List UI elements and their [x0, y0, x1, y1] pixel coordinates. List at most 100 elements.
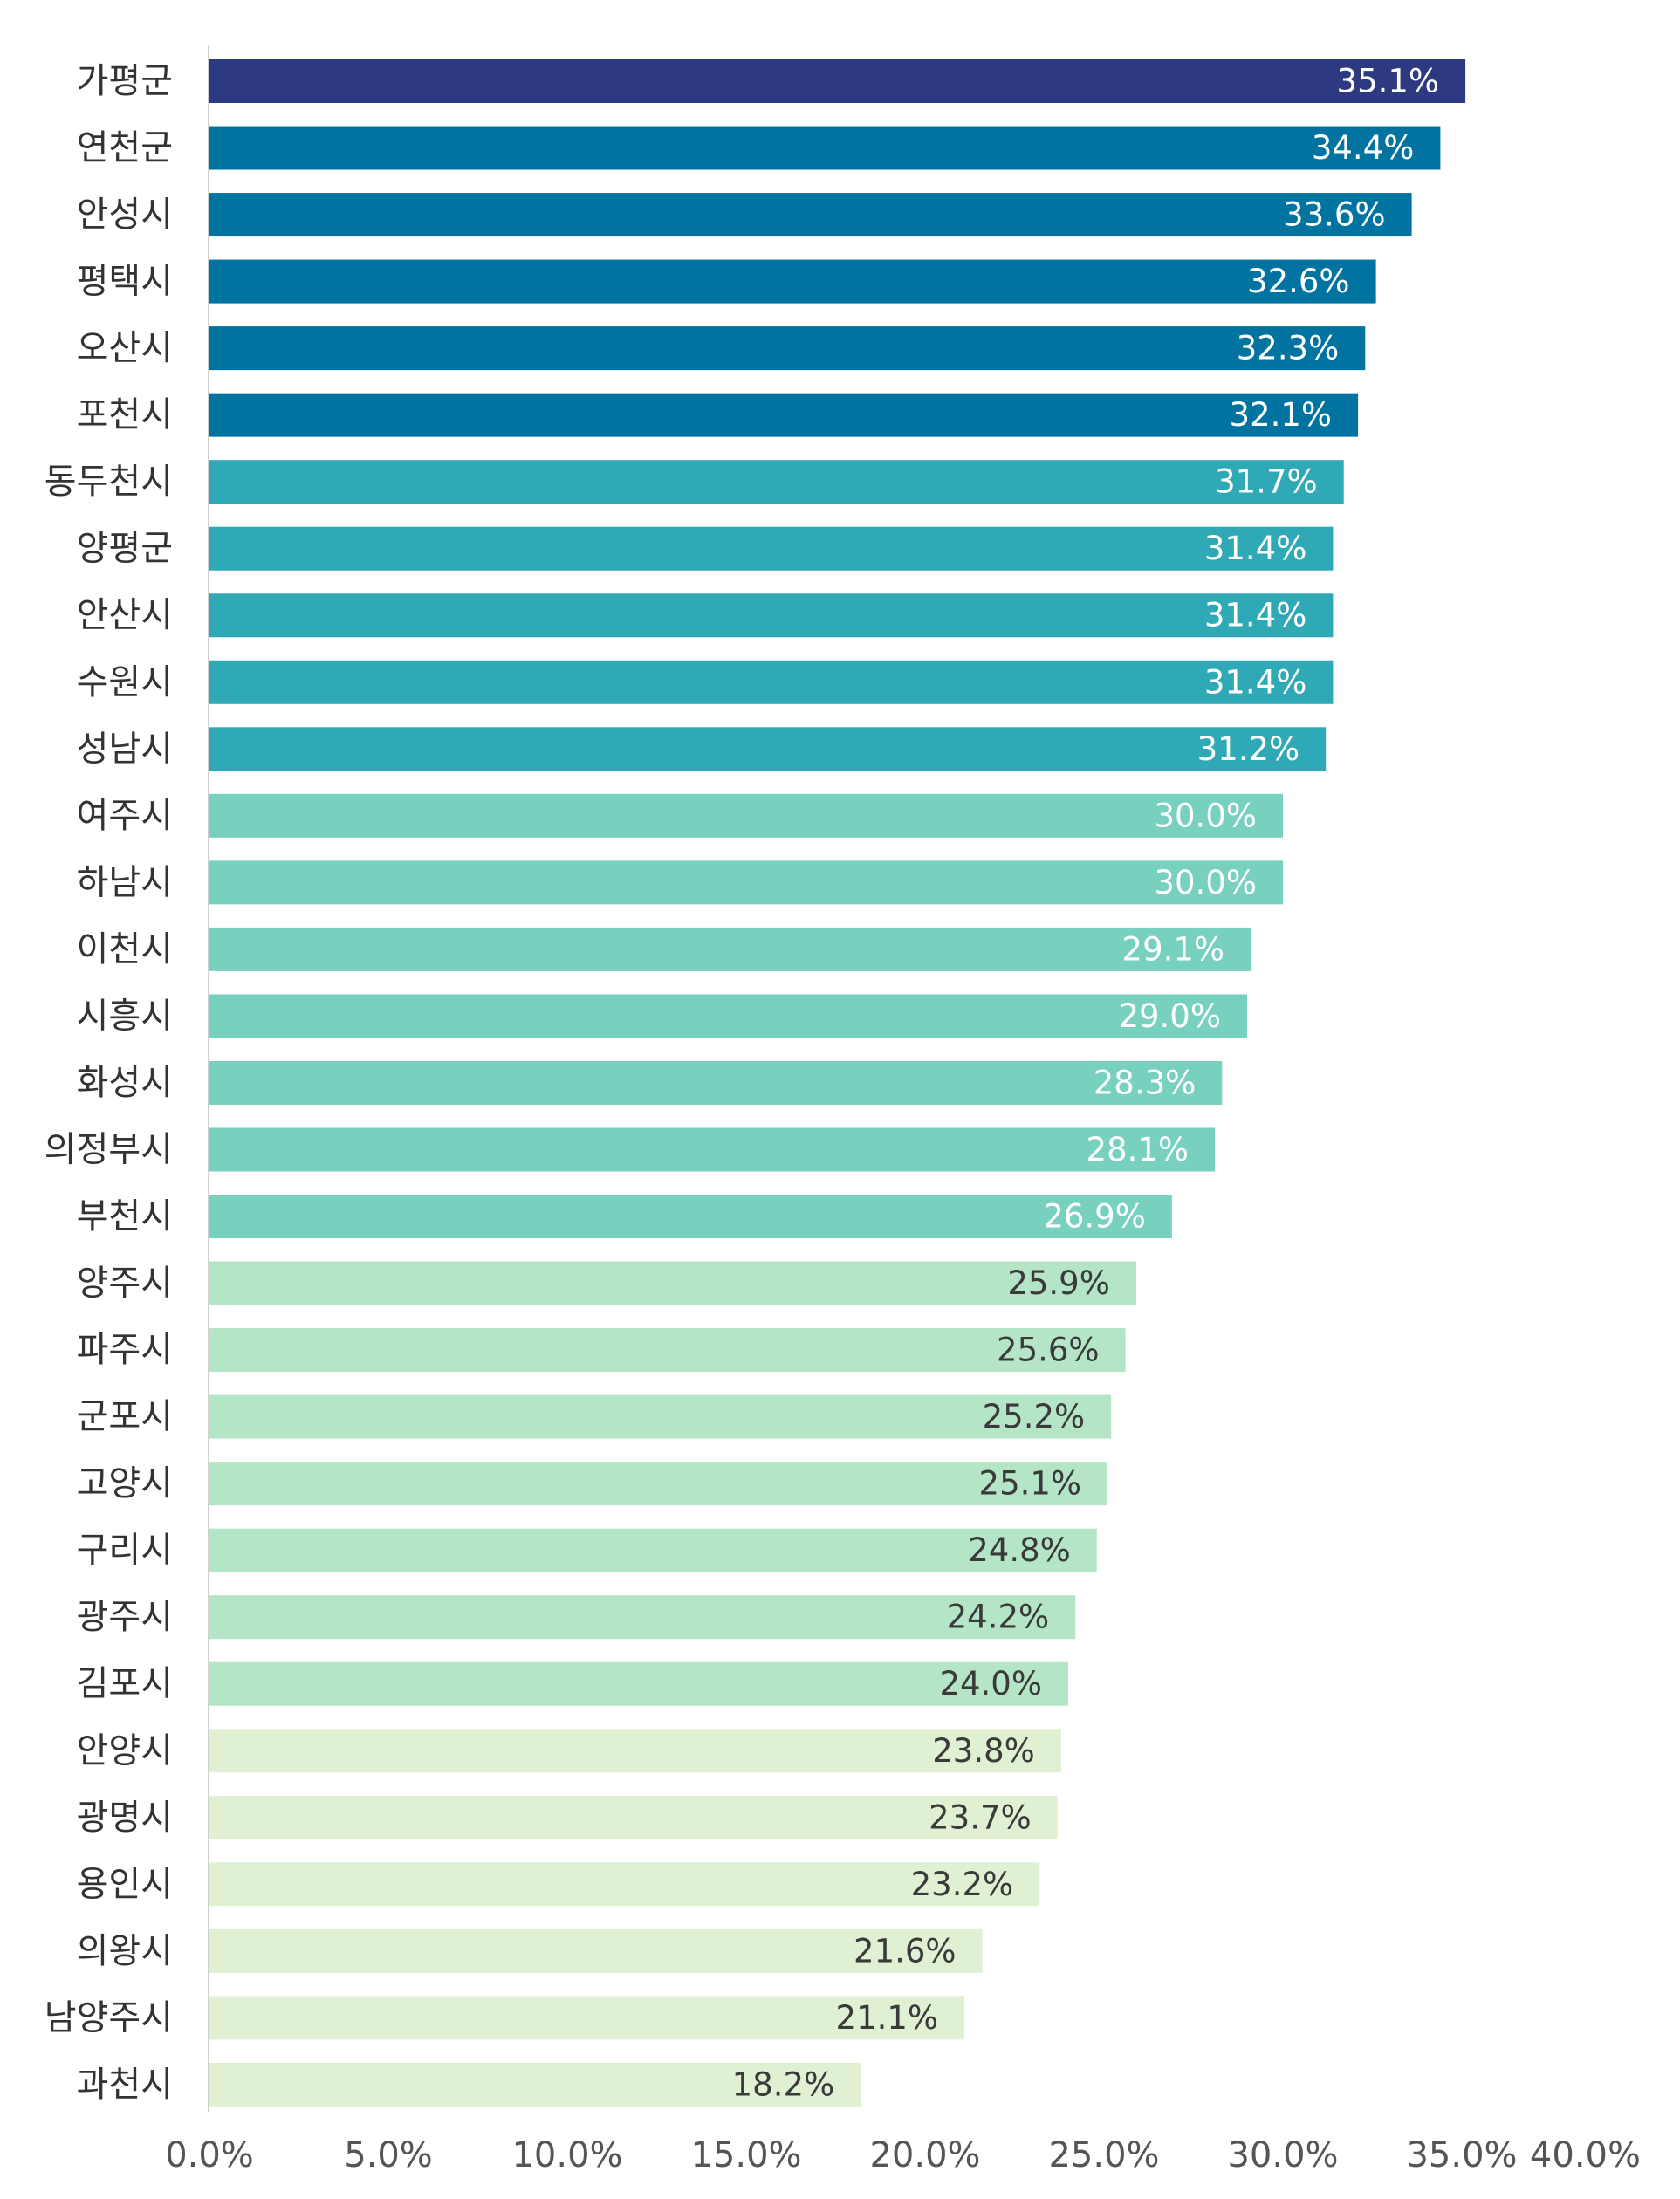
value-label: 23.8% — [932, 1732, 1035, 1770]
bar-30 — [209, 2062, 861, 2107]
bar-16 — [209, 1127, 1216, 1172]
bar-21 — [209, 1462, 1108, 1506]
bar-17 — [209, 1195, 1172, 1239]
value-label: 31.2% — [1197, 730, 1300, 768]
category-label: 가평군 — [77, 61, 173, 101]
bar-7 — [209, 526, 1334, 571]
x-tick-label: 20.0% — [869, 2135, 980, 2175]
category-label: 이천시 — [77, 929, 173, 969]
x-tick-label: 35.0% — [1406, 2135, 1517, 2175]
value-label: 23.7% — [929, 1798, 1032, 1836]
bar-3 — [209, 259, 1376, 304]
category-label: 안산시 — [77, 595, 173, 635]
bar-6 — [209, 460, 1344, 504]
category-label: 고양시 — [77, 1463, 173, 1504]
bar-23 — [209, 1595, 1076, 1640]
category-label: 양평군 — [77, 529, 173, 569]
category-label: 안성시 — [77, 195, 173, 235]
value-label: 25.1% — [979, 1465, 1082, 1503]
value-label: 33.6% — [1283, 196, 1386, 234]
category-label: 파주시 — [77, 1330, 173, 1370]
x-tick-label: 15.0% — [690, 2135, 801, 2175]
category-label: 양주시 — [77, 1264, 173, 1304]
bar-10 — [209, 727, 1327, 771]
category-label: 평택시 — [77, 262, 173, 302]
x-tick-label: 30.0% — [1227, 2135, 1338, 2175]
category-label: 화성시 — [77, 1063, 173, 1103]
bar-15 — [209, 1060, 1223, 1105]
category-label: 김포시 — [77, 1664, 173, 1704]
value-label: 21.1% — [836, 1999, 939, 2037]
value-label: 28.3% — [1094, 1064, 1197, 1101]
category-label: 군포시 — [77, 1397, 173, 1437]
value-label: 32.6% — [1247, 263, 1350, 300]
value-label: 25.9% — [1007, 1264, 1110, 1302]
bar-24 — [209, 1661, 1068, 1706]
category-label: 수원시 — [77, 662, 173, 702]
bar-5 — [209, 393, 1359, 437]
category-label: 의왕시 — [77, 1931, 173, 1971]
value-label: 35.1% — [1337, 63, 1440, 100]
bar-22 — [209, 1528, 1097, 1572]
bar-20 — [209, 1394, 1112, 1439]
value-label: 23.2% — [911, 1866, 1014, 1903]
value-label: 30.0% — [1154, 864, 1257, 901]
value-label: 24.0% — [939, 1665, 1042, 1702]
category-label: 하남시 — [77, 862, 173, 902]
category-label: 의정부시 — [45, 1129, 173, 1169]
x-tick-label: 0.0% — [165, 2135, 254, 2175]
category-label: 동두천시 — [45, 462, 173, 502]
category-label: 여주시 — [77, 796, 173, 836]
bars-group — [209, 59, 1466, 2107]
value-label: 25.2% — [983, 1398, 1086, 1435]
value-label: 26.9% — [1043, 1198, 1146, 1236]
value-label: 31.4% — [1204, 597, 1307, 634]
value-label: 21.6% — [854, 1932, 957, 1970]
x-tick-label: 40.0% — [1530, 2135, 1641, 2175]
x-tick-label: 25.0% — [1048, 2135, 1159, 2175]
value-labels: 35.1% 34.4% 33.6% 32.6% 32.3% 32.1% 31.7% 31.4%… — [732, 63, 1439, 2104]
category-label: 용인시 — [77, 1864, 173, 1904]
value-label: 25.6% — [997, 1332, 1100, 1369]
bar-13 — [209, 927, 1251, 971]
bar-2 — [209, 193, 1412, 237]
value-label: 31.4% — [1204, 663, 1307, 701]
bar-12 — [209, 860, 1283, 905]
bar-11 — [209, 793, 1283, 838]
bar-19 — [209, 1328, 1126, 1373]
category-label: 광주시 — [77, 1597, 173, 1637]
bar-14 — [209, 994, 1247, 1038]
bar-27 — [209, 1862, 1040, 1907]
value-label: 29.0% — [1118, 997, 1221, 1035]
category-label: 남양주시 — [45, 1997, 173, 2038]
value-label: 28.1% — [1087, 1131, 1190, 1168]
value-label: 18.2% — [732, 2065, 835, 2103]
category-label: 부천시 — [77, 1196, 173, 1237]
x-axis-tick-labels: 0.0% 5.0% 10.0% 15.0% 20.0% 25.0% 30.0% 35.0% 40… — [165, 2135, 1641, 2175]
value-label: 29.1% — [1122, 930, 1225, 968]
value-label: 31.4% — [1204, 530, 1307, 567]
category-label: 오산시 — [77, 328, 173, 368]
value-label: 31.7% — [1215, 463, 1318, 501]
category-label: 과천시 — [77, 2065, 173, 2105]
value-label: 32.3% — [1237, 330, 1340, 367]
bar-4 — [209, 326, 1366, 371]
category-label: 안양시 — [77, 1730, 173, 1771]
value-label: 34.4% — [1312, 129, 1415, 167]
category-label: 광명시 — [77, 1798, 173, 1838]
x-tick-label: 5.0% — [344, 2135, 433, 2175]
value-label: 24.2% — [947, 1599, 1050, 1636]
bar-26 — [209, 1795, 1058, 1839]
bar-1 — [209, 126, 1441, 170]
category-labels: 가평군연천군안성시평택시오산시포천시동두천시양평군안산시수원시성남시여주시하남시… — [45, 61, 173, 2105]
bar-18 — [209, 1261, 1136, 1305]
bar-29 — [209, 1996, 965, 2040]
category-label: 성남시 — [77, 729, 173, 769]
category-label: 시흥시 — [77, 996, 173, 1036]
category-label: 포천시 — [77, 395, 173, 435]
bar-0 — [209, 59, 1466, 103]
value-label: 30.0% — [1154, 797, 1257, 834]
value-label: 32.1% — [1230, 396, 1333, 434]
bar-9 — [209, 660, 1334, 704]
bar-8 — [209, 593, 1334, 638]
